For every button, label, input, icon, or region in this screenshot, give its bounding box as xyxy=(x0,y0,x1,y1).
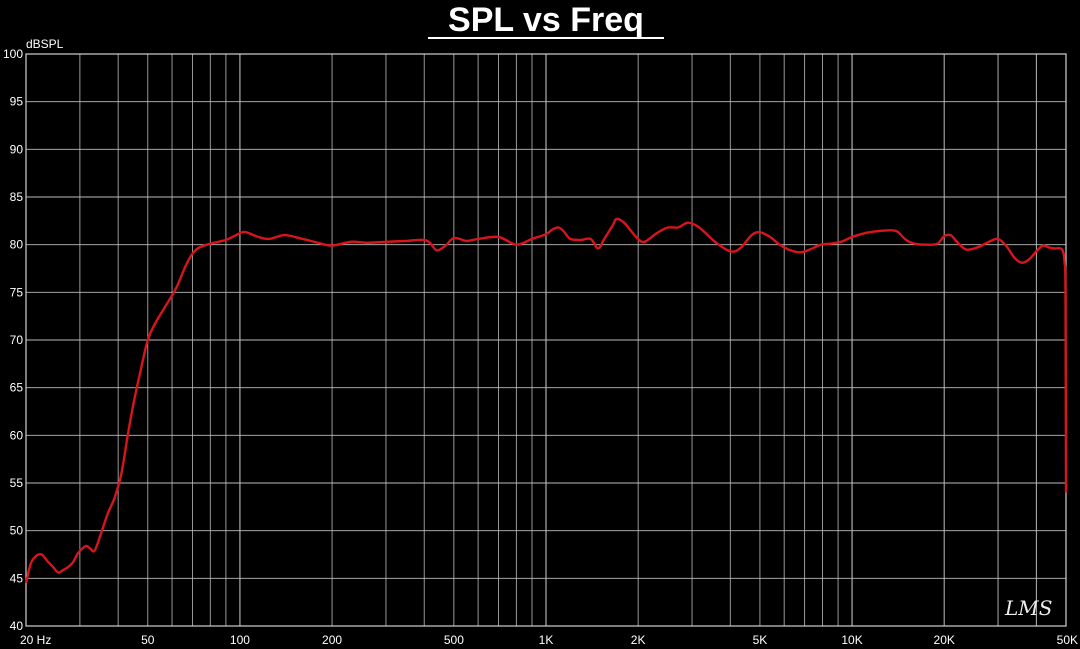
x-tick-labels: 20 Hz 50 100 200 500 1K 2K 5K 10K 20K 50K xyxy=(20,633,1078,647)
y-tick-label: 40 xyxy=(10,619,24,633)
x-tick-label: 50 xyxy=(141,633,155,647)
y-tick-label: 75 xyxy=(10,285,24,299)
x-tick-label: 20K xyxy=(934,633,955,647)
y-tick-label: 45 xyxy=(10,571,24,585)
x-tick-label: 200 xyxy=(322,633,342,647)
x-tick-label: 10K xyxy=(841,633,862,647)
y-tick-label: 50 xyxy=(10,524,24,538)
y-tick-label: 95 xyxy=(10,95,24,109)
x-tick-label: 2K xyxy=(631,633,646,647)
y-tick-label: 85 xyxy=(10,190,24,204)
y-tick-label: 100 xyxy=(3,47,23,61)
x-tick-label: 500 xyxy=(444,633,464,647)
lms-logo: LMS xyxy=(1004,596,1052,620)
x-tick-label: 50K xyxy=(1057,633,1078,647)
y-tick-label: 65 xyxy=(10,381,24,395)
x-tick-label: 1K xyxy=(539,633,554,647)
chart-title: SPL vs Freq xyxy=(448,1,644,39)
y-tick-label: 60 xyxy=(10,428,24,442)
spl-trace xyxy=(24,217,1068,584)
y-tick-labels: 40 45 50 55 60 65 70 75 80 85 90 95 100 xyxy=(3,47,23,633)
x-tick-label: 5K xyxy=(753,633,768,647)
x-tick-label: 20 Hz xyxy=(20,633,51,647)
y-tick-label: 90 xyxy=(10,142,24,156)
y-axis-unit-label: dBSPL xyxy=(26,37,64,51)
y-tick-label: 70 xyxy=(10,333,24,347)
x-tick-label: 100 xyxy=(230,633,250,647)
y-tick-label: 55 xyxy=(10,476,24,490)
y-tick-label: 80 xyxy=(10,238,24,252)
